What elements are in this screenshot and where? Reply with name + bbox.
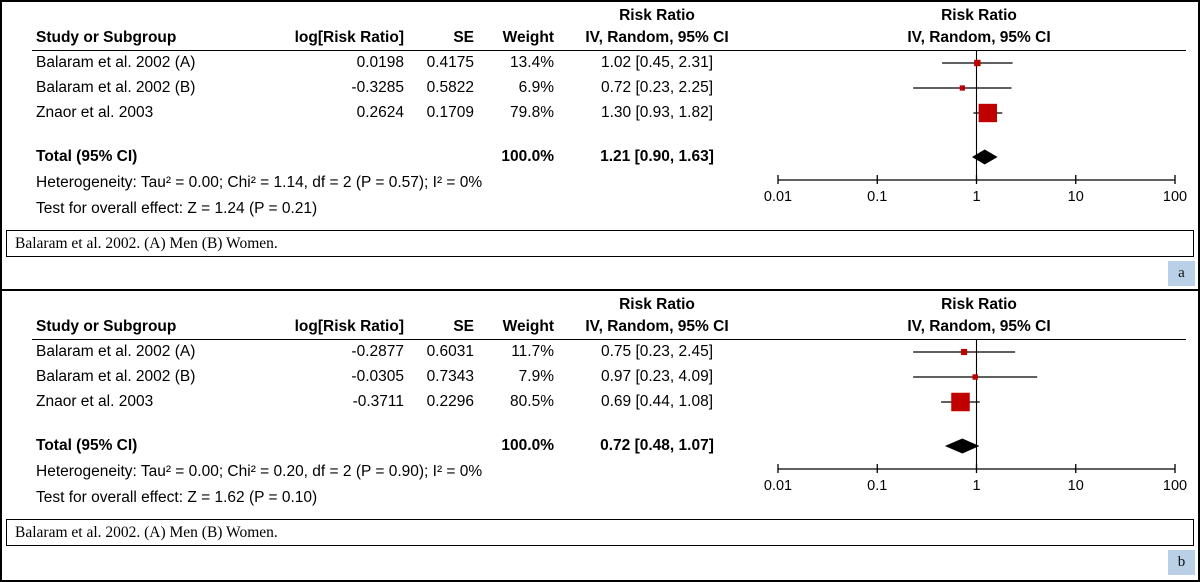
svg-text:0.1: 0.1 bbox=[867, 478, 887, 494]
svg-text:10: 10 bbox=[1068, 189, 1084, 205]
study-row: Balaram et al. 2002 (B) -0.3285 0.5822 6… bbox=[2, 77, 1198, 99]
svg-text:1: 1 bbox=[972, 478, 980, 494]
study-row: Balaram et al. 2002 (A) 0.0198 0.4175 13… bbox=[2, 52, 1198, 74]
forest-plot-svg: 0.01 0.1 1 10 100 bbox=[764, 51, 1187, 205]
footnote-text: Balaram et al. 2002. (A) Men (B) Women. bbox=[15, 235, 278, 252]
study-weight: 7.9% bbox=[518, 368, 554, 385]
study-weight: 13.4% bbox=[510, 54, 554, 71]
column-header-se: SE bbox=[453, 318, 474, 335]
study-row: Znaor et al. 2003 -0.3711 0.2296 80.5% 0… bbox=[2, 391, 1198, 413]
study-weight: 11.7% bbox=[511, 343, 554, 360]
study-se: 0.5822 bbox=[426, 79, 474, 96]
study-se: 0.4175 bbox=[426, 54, 474, 71]
heterogeneity-row: Heterogeneity: Tau² = 0.00; Chi² = 0.20,… bbox=[2, 461, 1198, 483]
column-header-row: Study or Subgroup log[Risk Ratio] SE Wei… bbox=[2, 27, 1198, 49]
svg-text:100: 100 bbox=[1163, 189, 1187, 205]
study-name: Znaor et al. 2003 bbox=[36, 104, 154, 121]
column-header-weight: Weight bbox=[502, 29, 554, 46]
total-ci: 1.21 [0.90, 1.63] bbox=[600, 148, 714, 165]
heterogeneity-text: Heterogeneity: Tau² = 0.00; Chi² = 1.14,… bbox=[36, 174, 483, 191]
study-row: Balaram et al. 2002 (A) -0.2877 0.6031 1… bbox=[2, 341, 1198, 363]
svg-text:0.01: 0.01 bbox=[764, 189, 792, 205]
study-name: Balaram et al. 2002 (B) bbox=[36, 368, 196, 385]
total-row: Total (95% CI) 100.0% 1.21 [0.90, 1.63] bbox=[2, 146, 1198, 168]
overall-effect-row: Test for overall effect: Z = 1.62 (P = 0… bbox=[2, 487, 1198, 509]
footnote-text: Balaram et al. 2002. (A) Men (B) Women. bbox=[15, 524, 278, 541]
panel-tag-a: a bbox=[1168, 261, 1195, 286]
study-weight: 80.5% bbox=[510, 393, 554, 410]
study-logrr: -0.3711 bbox=[352, 393, 404, 410]
panel-b: Risk Ratio Risk Ratio Study or Subgroup … bbox=[2, 291, 1198, 580]
study-ci: 0.97 [0.23, 4.09] bbox=[600, 368, 714, 385]
study-se: 0.7343 bbox=[426, 368, 474, 385]
total-ci: 0.72 [0.48, 1.07] bbox=[600, 437, 714, 454]
column-header-logrr: log[Risk Ratio] bbox=[294, 29, 404, 46]
study-logrr: -0.0305 bbox=[351, 368, 404, 385]
column-header-study: Study or Subgroup bbox=[36, 29, 177, 46]
study-ci: 0.69 [0.44, 1.08] bbox=[600, 393, 714, 410]
svg-text:1: 1 bbox=[972, 189, 980, 205]
footnote-box: Balaram et al. 2002. (A) Men (B) Women. bbox=[6, 230, 1194, 257]
study-name: Balaram et al. 2002 (A) bbox=[36, 54, 196, 71]
study-ci: 1.30 [0.93, 1.82] bbox=[600, 104, 714, 121]
study-ci: 0.72 [0.23, 2.25] bbox=[600, 79, 714, 96]
total-weight: 100.0% bbox=[501, 148, 554, 165]
heterogeneity-text: Heterogeneity: Tau² = 0.00; Chi² = 0.20,… bbox=[36, 463, 483, 480]
study-logrr: -0.3285 bbox=[351, 79, 404, 96]
total-label: Total (95% CI) bbox=[36, 148, 138, 165]
column-header-weight: Weight bbox=[502, 318, 554, 335]
total-row: Total (95% CI) 100.0% 0.72 [0.48, 1.07] bbox=[2, 435, 1198, 457]
effect-header-plot: Risk Ratio bbox=[941, 296, 1017, 313]
study-se: 0.2296 bbox=[426, 393, 474, 410]
forest-plot-svg: 0.01 0.1 1 10 100 bbox=[764, 340, 1187, 494]
study-row: Balaram et al. 2002 (B) -0.0305 0.7343 7… bbox=[2, 366, 1198, 388]
total-label: Total (95% CI) bbox=[36, 437, 138, 454]
column-header-ci-plot: IV, Random, 95% CI bbox=[907, 318, 1051, 335]
svg-text:100: 100 bbox=[1163, 478, 1187, 494]
footnote-box: Balaram et al. 2002. (A) Men (B) Women. bbox=[6, 519, 1194, 546]
study-weight: 6.9% bbox=[518, 79, 554, 96]
effect-header-table: Risk Ratio bbox=[619, 296, 695, 313]
column-header-row: Study or Subgroup log[Risk Ratio] SE Wei… bbox=[2, 316, 1198, 338]
heterogeneity-row: Heterogeneity: Tau² = 0.00; Chi² = 1.14,… bbox=[2, 172, 1198, 194]
study-logrr: 0.2624 bbox=[356, 104, 404, 121]
panel-a: Risk Ratio Risk Ratio Study or Subgroup … bbox=[2, 2, 1198, 291]
effect-header-row: Risk Ratio Risk Ratio bbox=[2, 5, 1198, 27]
study-weight: 79.8% bbox=[510, 104, 554, 121]
study-se: 0.1709 bbox=[426, 104, 474, 121]
study-name: Znaor et al. 2003 bbox=[36, 393, 154, 410]
svg-text:0.1: 0.1 bbox=[867, 189, 887, 205]
column-header-ci: IV, Random, 95% CI bbox=[585, 318, 729, 335]
panel-tag-b: b bbox=[1168, 550, 1195, 575]
study-ci: 0.75 [0.23, 2.45] bbox=[600, 343, 714, 360]
header-rule bbox=[32, 339, 1186, 340]
total-weight: 100.0% bbox=[501, 437, 554, 454]
svg-text:0.01: 0.01 bbox=[764, 478, 792, 494]
study-name: Balaram et al. 2002 (B) bbox=[36, 79, 196, 96]
column-header-ci-plot: IV, Random, 95% CI bbox=[907, 29, 1051, 46]
study-logrr: -0.2877 bbox=[351, 343, 404, 360]
svg-text:10: 10 bbox=[1068, 478, 1084, 494]
column-header-ci: IV, Random, 95% CI bbox=[585, 29, 729, 46]
column-header-logrr: log[Risk Ratio] bbox=[294, 318, 404, 335]
study-se: 0.6031 bbox=[426, 343, 474, 360]
study-row: Znaor et al. 2003 0.2624 0.1709 79.8% 1.… bbox=[2, 102, 1198, 124]
overall-effect-text: Test for overall effect: Z = 1.24 (P = 0… bbox=[36, 200, 318, 217]
effect-header-row: Risk Ratio Risk Ratio bbox=[2, 294, 1198, 316]
study-ci: 1.02 [0.45, 2.31] bbox=[600, 54, 714, 71]
effect-header-table: Risk Ratio bbox=[619, 7, 695, 24]
effect-header-plot: Risk Ratio bbox=[941, 7, 1017, 24]
header-rule bbox=[32, 50, 1186, 51]
study-logrr: 0.0198 bbox=[356, 54, 404, 71]
overall-effect-row: Test for overall effect: Z = 1.24 (P = 0… bbox=[2, 198, 1198, 220]
study-name: Balaram et al. 2002 (A) bbox=[36, 343, 196, 360]
column-header-study: Study or Subgroup bbox=[36, 318, 177, 335]
column-header-se: SE bbox=[453, 29, 474, 46]
overall-effect-text: Test for overall effect: Z = 1.62 (P = 0… bbox=[36, 489, 318, 506]
